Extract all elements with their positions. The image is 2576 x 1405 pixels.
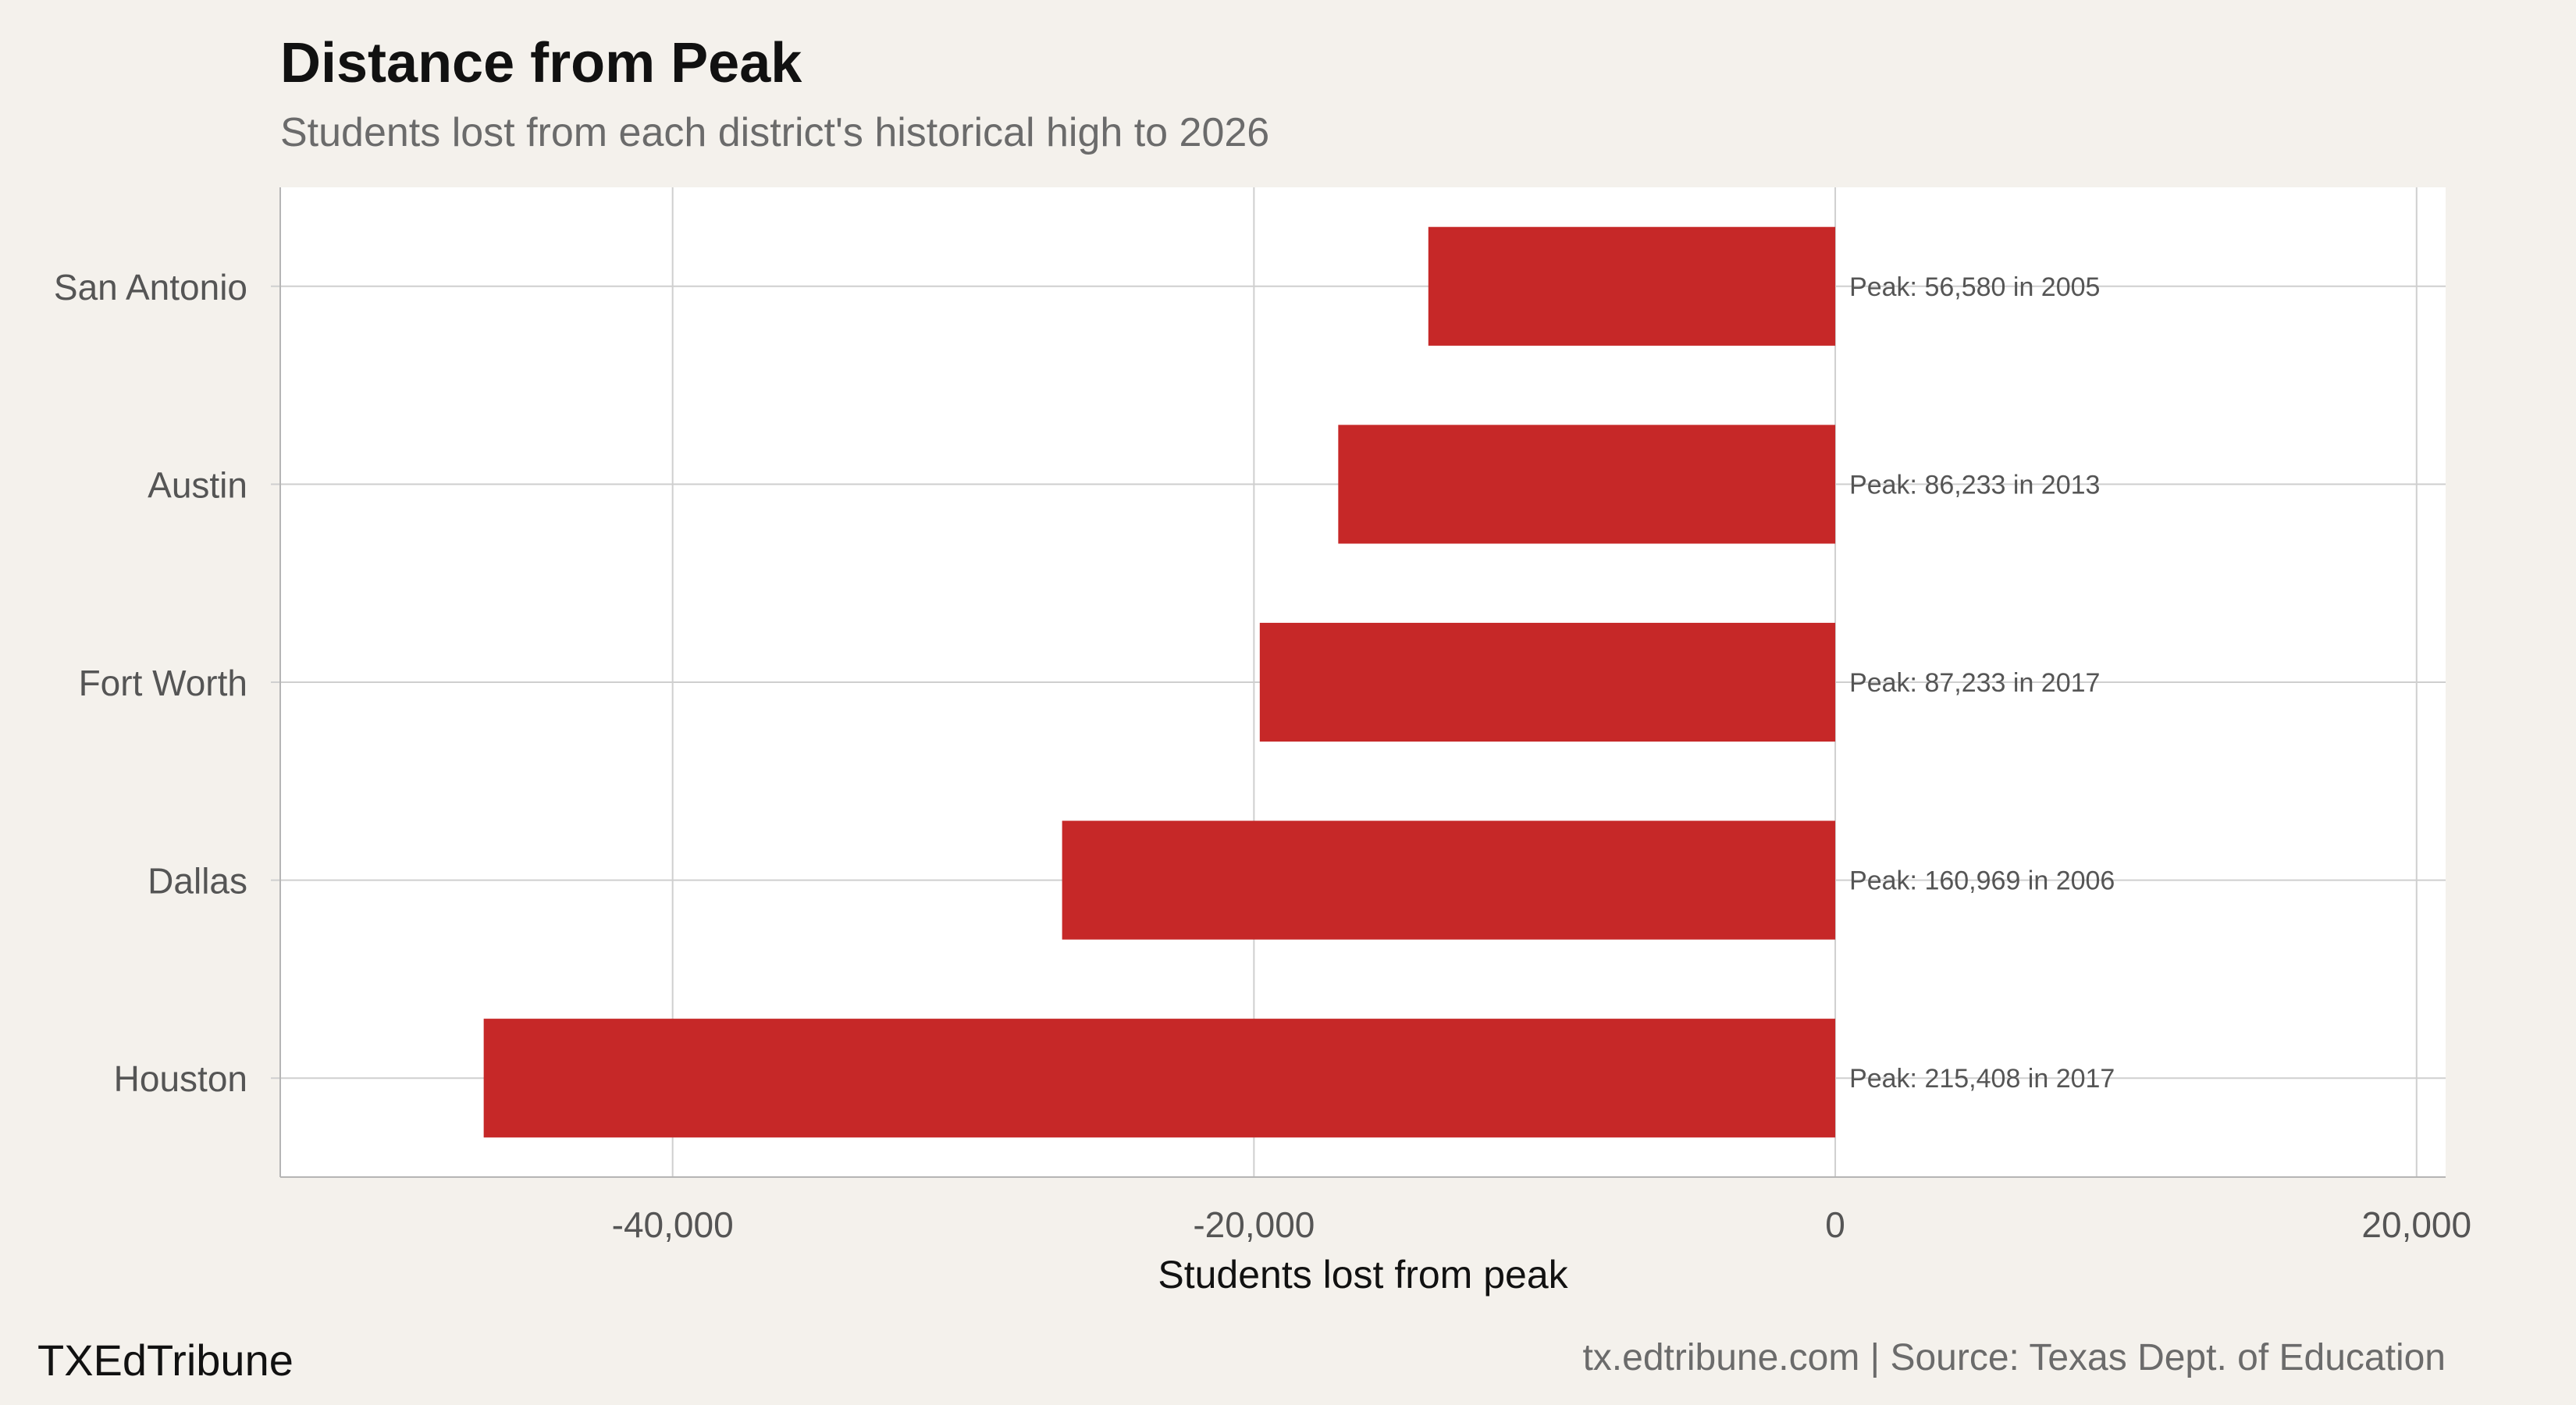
category-label: San Antonio (54, 267, 247, 308)
x-tick-label: -20,000 (1193, 1204, 1315, 1245)
x-tick-label: -40,000 (612, 1204, 734, 1245)
peak-labels: Peak: 56,580 in 2005 Peak: 86,233 in 2013… (1849, 272, 2115, 1094)
x-tick-label: 20,000 (2361, 1204, 2471, 1245)
x-axis-label: Students lost from peak (1158, 1253, 1568, 1297)
category-label: Dallas (148, 861, 247, 902)
x-tick-label: 0 (1825, 1204, 1845, 1245)
bar (1062, 820, 1836, 940)
peak-label: Peak: 160,969 in 2006 (1849, 866, 2115, 896)
chart-title: Distance from Peak (280, 32, 802, 94)
bar (1259, 622, 1836, 742)
bar (1428, 226, 1836, 346)
category-labels: San Antonio Austin Fort Worth Dallas Houston (54, 267, 247, 1099)
source-credit: tx.edtribune.com | Source: Texas Dept. o… (1582, 1337, 2446, 1378)
peak-label: Peak: 87,233 in 2017 (1849, 668, 2100, 698)
bars (483, 226, 1836, 1138)
chart-subtitle: Students lost from each district's histo… (280, 110, 1270, 155)
peak-label: Peak: 86,233 in 2013 (1849, 470, 2100, 500)
bar (483, 1019, 1836, 1138)
category-label: Houston (114, 1058, 247, 1099)
peak-label: Peak: 56,580 in 2005 (1849, 272, 2100, 302)
x-tick-labels: -40,000 -20,000 0 20,000 (612, 1204, 2471, 1245)
peak-label: Peak: 215,408 in 2017 (1849, 1064, 2115, 1094)
category-label: Austin (148, 464, 247, 505)
brand-name: TXEdTribune (37, 1336, 294, 1385)
bar (1338, 425, 1836, 544)
category-label: Fort Worth (79, 663, 247, 703)
